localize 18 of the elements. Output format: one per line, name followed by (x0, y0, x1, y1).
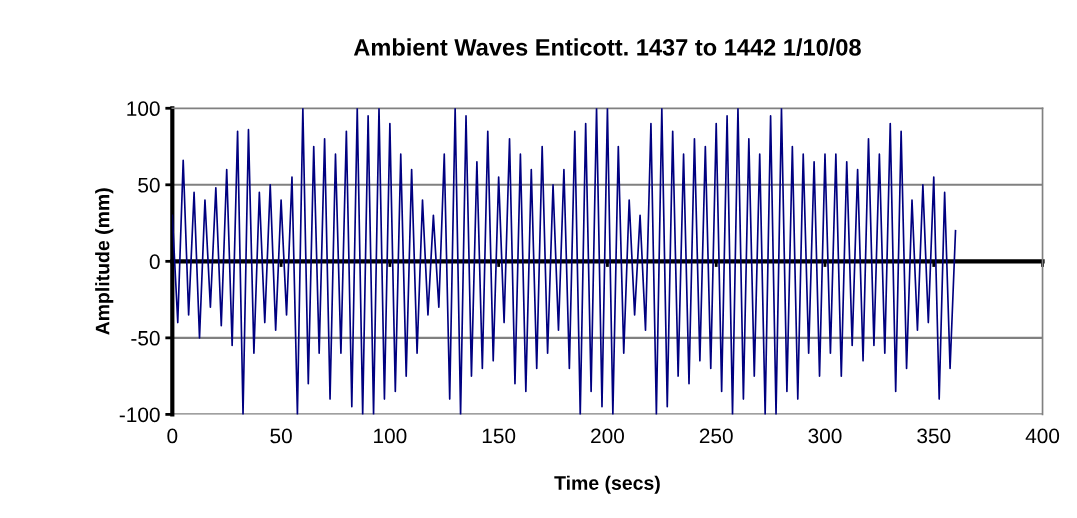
y-tick-label: -100 (119, 407, 160, 423)
x-axis-title: Time (secs) (554, 475, 660, 494)
chart-title: Ambient Waves Enticott. 1437 to 1442 1/10/08 (353, 38, 861, 56)
y-tick-label: 100 (127, 101, 160, 117)
line-series (172, 108, 957, 415)
y-tick-label: 0 (149, 254, 160, 270)
y-tick-label: 50 (138, 177, 160, 193)
x-tick-label: 200 (591, 428, 624, 444)
x-tick-label: 100 (374, 428, 407, 444)
y-axis-title: Amplitude (mm) (95, 188, 114, 335)
x-tick-label: 50 (270, 428, 292, 444)
x-tick-label: 350 (917, 428, 951, 444)
x-tick-label: 150 (482, 428, 516, 444)
x-tick-label: 400 (1025, 428, 1060, 444)
y-tick-label: -50 (131, 330, 160, 346)
x-tick-label: 300 (808, 428, 842, 444)
x-tick-label: 0 (167, 428, 178, 444)
x-tick-label: 250 (699, 428, 733, 444)
